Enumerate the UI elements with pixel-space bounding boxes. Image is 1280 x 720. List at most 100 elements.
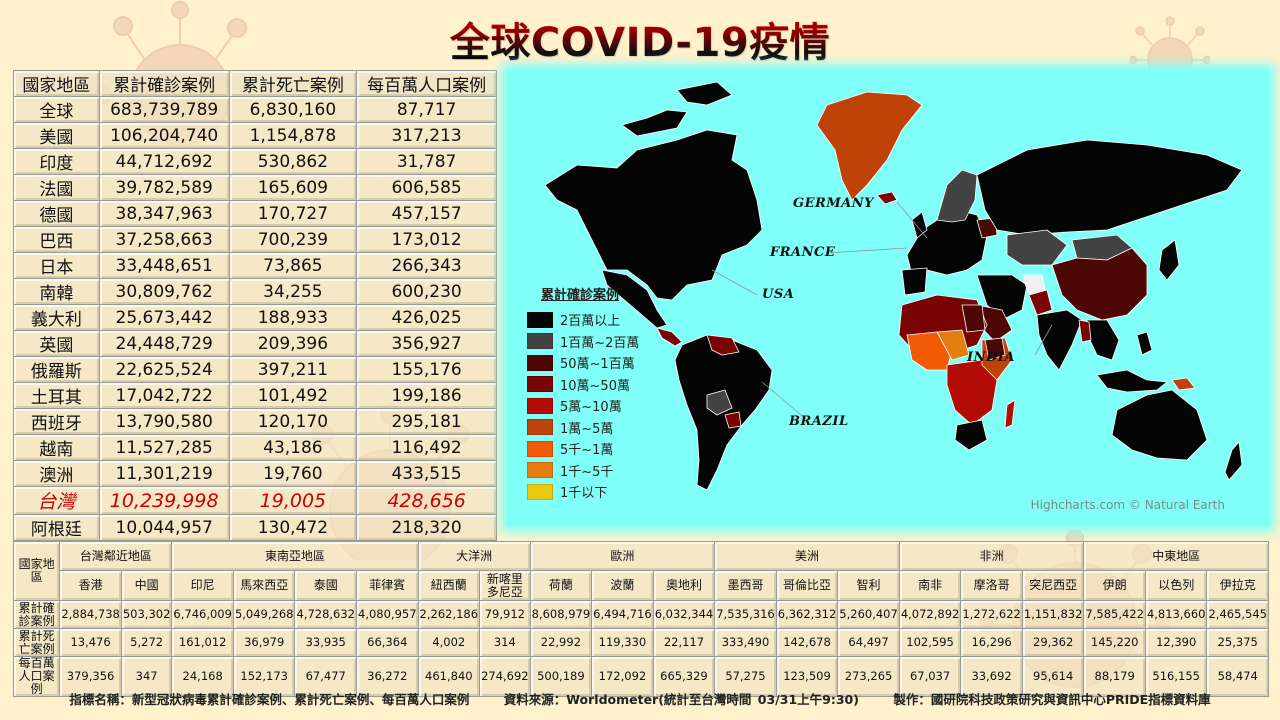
cell-per-million: 457,157	[356, 200, 497, 227]
legend-label: 1千~5千	[560, 464, 614, 480]
cell-region: 阿根廷	[13, 514, 100, 541]
legend-swatch-icon	[527, 397, 553, 414]
legend-item[interactable]: 1萬~5萬	[527, 417, 639, 439]
region-header: 歐洲	[529, 541, 716, 571]
legend-item[interactable]: 10萬~50萬	[527, 374, 639, 396]
cell-cases: 24,448,729	[98, 330, 230, 357]
table-row: 德國 38,347,963 170,727 457,157	[13, 200, 497, 227]
legend-swatch-icon	[527, 311, 553, 328]
legend-swatch-icon	[527, 419, 553, 436]
legend-label: 5千~1萬	[560, 443, 614, 459]
table-cell: 4,002	[417, 628, 481, 657]
legend-label: 1千以下	[560, 486, 608, 502]
cell-cases: 683,739,789	[98, 96, 230, 123]
country-header: 中國	[120, 570, 173, 601]
map-region-indonesia	[1096, 369, 1168, 393]
legend-item[interactable]: 2百萬以上	[527, 309, 639, 331]
legend-item[interactable]: 50萬~1百萬	[527, 352, 639, 374]
table-row: 每百萬人口案例 379,356 347 24,168 152,173 67,477 36,2…	[12, 656, 1269, 697]
legend-item[interactable]: 5萬~10萬	[527, 395, 639, 417]
map-region-iberia	[901, 267, 928, 296]
cell-region: 南韓	[13, 278, 100, 305]
cell-per-million: 600,230	[356, 278, 497, 305]
cell-per-million: 428,656	[356, 486, 497, 515]
map-label-usa: USA	[762, 287, 795, 302]
legend-title: 累計確診案例	[541, 288, 620, 303]
cell-cases: 22,625,524	[98, 356, 230, 383]
map-region-belarus	[976, 217, 998, 239]
cell-cases: 10,239,998	[98, 486, 230, 515]
legend-item[interactable]: 1百萬~2百萬	[527, 331, 639, 353]
map-credit[interactable]: Highcharts.com © Natural Earth	[1030, 498, 1225, 512]
table-cell: 12,390	[1144, 628, 1208, 657]
table-cell: 5,260,407	[837, 600, 900, 629]
table-cell: 33,935	[294, 628, 357, 657]
table-cell: 6,746,009	[171, 600, 234, 629]
world-choropleth-map	[544, 81, 1243, 491]
table-cell: 7,585,422	[1083, 600, 1146, 629]
table-cell: 64,497	[837, 628, 900, 657]
map-label-india: INDIA	[967, 350, 1015, 365]
cell-deaths: 165,609	[228, 174, 358, 201]
country-header: 香港	[59, 570, 122, 601]
country-header: 泰國	[294, 570, 357, 601]
region-header: 台灣鄰近地區	[59, 541, 173, 571]
table-cell: 314	[479, 628, 531, 657]
cell-per-million: 31,787	[356, 148, 497, 175]
table-cell: 33,692	[960, 656, 1023, 697]
table-cell: 119,330	[591, 628, 654, 657]
cell-per-million: 295,181	[356, 408, 497, 435]
table-row: 巴西 37,258,663 700,239 173,012	[13, 226, 497, 253]
legend-label: 1百萬~2百萬	[560, 335, 640, 351]
map-label-germany: GERMANY	[793, 196, 874, 211]
map-region-scandinavia	[936, 169, 978, 223]
table-row: 印度 44,712,692 530,862 31,787	[13, 148, 497, 175]
cell-per-million: 266,343	[356, 252, 497, 279]
map-region-paraguay	[724, 411, 742, 429]
legend-item[interactable]: 5千~1萬	[527, 438, 639, 460]
table-cell: 5,049,268	[232, 600, 296, 629]
footer: 指標名稱：新型冠狀病毒累計確診案例、累計死亡案例、每百萬人口案例 資料來源：Wo…	[0, 689, 1280, 708]
country-header: 智利	[837, 570, 900, 601]
map-region-central-america	[656, 327, 683, 347]
table-cell: 67,037	[898, 656, 962, 697]
cell-region: 澳洲	[13, 460, 100, 487]
cell-per-million: 433,515	[356, 460, 497, 487]
country-header: 菲律賓	[356, 570, 419, 601]
cell-deaths: 1,154,878	[228, 122, 358, 149]
table-cell: 22,992	[529, 628, 593, 657]
cell-region: 台灣	[13, 486, 100, 515]
table-row: 西班牙 13,790,580 120,170 295,181	[13, 408, 497, 435]
table-cell: 152,173	[232, 656, 296, 697]
cell-deaths: 43,186	[228, 434, 358, 461]
map-region-south-america	[674, 334, 773, 491]
cell-cases: 37,258,663	[98, 226, 230, 253]
map-region-myanmar	[1078, 319, 1092, 343]
cell-region: 巴西	[13, 226, 100, 253]
cell-deaths: 101,492	[228, 382, 358, 409]
cell-cases: 11,301,219	[98, 460, 230, 487]
cell-per-million: 606,585	[356, 174, 497, 201]
map-region-venezuela	[706, 334, 740, 356]
regional-table: 國家地區 台灣鄰近地區 東南亞地區 大洋洲 歐洲 美洲 非洲 中東地區 香港 中國 印尼 馬來西亞…	[12, 541, 1269, 697]
column-header-cases: 累計確診案例	[98, 70, 230, 97]
legend-item[interactable]: 1千以下	[527, 481, 639, 503]
region-header: 美洲	[714, 541, 900, 571]
cell-per-million: 87,717	[356, 96, 497, 123]
table-cell: 6,032,344	[652, 600, 716, 629]
top-countries-table: 國家地區 累計確診案例 累計死亡案例 每百萬人口案例 全球 683,739,789…	[13, 70, 497, 541]
legend-label: 1萬~5萬	[560, 421, 614, 437]
legend-item[interactable]: 1千~5千	[527, 460, 639, 482]
cell-cases: 17,042,722	[98, 382, 230, 409]
map-region-south-africa	[954, 419, 988, 451]
country-header: 摩洛哥	[960, 570, 1023, 601]
map-region-china	[1051, 247, 1148, 321]
cell-region: 越南	[13, 434, 100, 461]
map-region-north-america	[544, 129, 763, 301]
country-header: 印尼	[171, 570, 234, 601]
map-region-madagascar	[1004, 399, 1016, 429]
country-header: 伊拉克	[1206, 570, 1269, 601]
country-header: 以色列	[1144, 570, 1208, 601]
table-cell: 29,362	[1021, 628, 1085, 657]
legend-swatch-icon	[527, 462, 553, 479]
